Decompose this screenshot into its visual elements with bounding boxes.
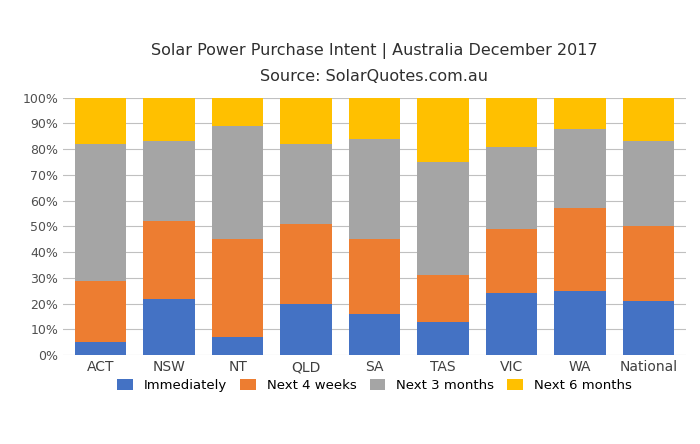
- Bar: [417, 322, 468, 355]
- Bar: [486, 293, 537, 355]
- Bar: [417, 98, 468, 162]
- Bar: [486, 98, 537, 147]
- Bar: [75, 98, 126, 144]
- Bar: [212, 337, 263, 355]
- Bar: [486, 229, 537, 293]
- Bar: [349, 314, 400, 355]
- Bar: [623, 301, 674, 355]
- Legend: Immediately, Next 4 weeks, Next 3 months, Next 6 months: Immediately, Next 4 weeks, Next 3 months…: [112, 374, 637, 397]
- Bar: [349, 139, 400, 239]
- Bar: [281, 224, 332, 304]
- Bar: [75, 342, 126, 355]
- Bar: [75, 281, 126, 342]
- Bar: [623, 226, 674, 301]
- Title: Solar Power Purchase Intent | Australia December 2017
Source: SolarQuotes.com.au: Solar Power Purchase Intent | Australia …: [151, 44, 598, 84]
- Bar: [281, 144, 332, 224]
- Bar: [212, 239, 263, 337]
- Bar: [554, 98, 606, 129]
- Bar: [144, 221, 195, 298]
- Bar: [417, 275, 468, 322]
- Bar: [212, 98, 263, 126]
- Bar: [554, 291, 606, 355]
- Bar: [144, 142, 195, 221]
- Bar: [486, 147, 537, 229]
- Bar: [623, 98, 674, 142]
- Bar: [554, 208, 606, 291]
- Bar: [349, 98, 400, 139]
- Bar: [144, 98, 195, 142]
- Bar: [623, 142, 674, 226]
- Bar: [349, 239, 400, 314]
- Bar: [75, 144, 126, 281]
- Bar: [417, 162, 468, 275]
- Bar: [281, 304, 332, 355]
- Bar: [212, 126, 263, 239]
- Bar: [554, 129, 606, 208]
- Bar: [144, 298, 195, 355]
- Bar: [281, 98, 332, 144]
